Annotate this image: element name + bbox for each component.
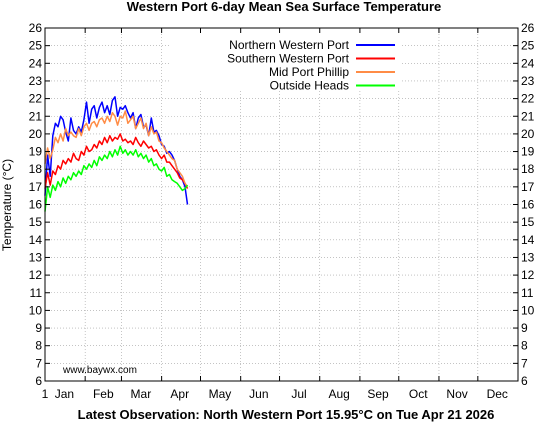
chart-title: Western Port 6-day Mean Sea Surface Temp… <box>127 0 442 14</box>
y-tick-label-right: 24 <box>521 56 535 70</box>
y-tick-label-right: 22 <box>521 92 535 106</box>
y-tick-label-left: 19 <box>29 145 43 159</box>
y-tick-label-right: 6 <box>521 374 528 388</box>
x-tick-label: Jan <box>55 387 74 401</box>
legend-box <box>171 33 400 89</box>
x-tick-label: 1 <box>42 387 49 401</box>
x-tick-label: Jun <box>249 387 268 401</box>
y-tick-label-left: 25 <box>29 39 43 53</box>
y-tick-label-left: 6 <box>35 374 42 388</box>
y-tick-label-left: 23 <box>29 74 43 88</box>
x-tick-label: Nov <box>446 387 467 401</box>
y-tick-label-left: 16 <box>29 198 43 212</box>
y-tick-label-right: 8 <box>521 339 528 353</box>
watermark: www.baywx.com <box>62 365 137 376</box>
y-tick-label-left: 18 <box>29 162 43 176</box>
grid <box>45 28 518 381</box>
y-tick-label-left: 15 <box>29 215 43 229</box>
y-tick-label-left: 21 <box>29 109 43 123</box>
series-layer <box>44 96 189 212</box>
y-tick-label-right: 13 <box>521 250 535 264</box>
y-tick-label-left: 22 <box>29 92 43 106</box>
y-tick-label-left: 11 <box>30 286 43 300</box>
x-tick-label: Apr <box>170 387 189 401</box>
y-tick-label-right: 10 <box>521 303 535 317</box>
y-tick-label-left: 14 <box>29 233 43 247</box>
y-tick-label-right: 23 <box>521 74 535 88</box>
y-tick-label-left: 24 <box>29 56 43 70</box>
y-tick-label-right: 26 <box>521 21 535 35</box>
y-tick-label-right: 9 <box>521 321 528 335</box>
y-tick-label-right: 14 <box>521 233 535 247</box>
x-tick-label: Jul <box>291 387 306 401</box>
series-line-mid-port-phillip <box>44 110 189 188</box>
x-tick-label: Oct <box>409 387 428 401</box>
x-tick-label: Sep <box>367 387 389 401</box>
y-tick-label-right: 17 <box>521 180 535 194</box>
x-tick-label: May <box>209 387 232 401</box>
x-tick-label: Feb <box>93 387 114 401</box>
y-tick-label-left: 26 <box>29 21 43 35</box>
y-tick-label-right: 16 <box>521 198 535 212</box>
legend-label: Outside Heads <box>270 79 349 93</box>
y-tick-label-left: 12 <box>29 268 43 282</box>
x-tick-label: Dec <box>487 387 508 401</box>
y-tick-label-right: 20 <box>521 127 535 141</box>
y-tick-label-left: 10 <box>29 303 43 317</box>
y-tick-label-left: 20 <box>29 127 43 141</box>
y-tick-label-right: 11 <box>521 286 534 300</box>
legend-label: Southern Western Port <box>227 52 350 66</box>
series-line-outside-heads <box>44 145 189 212</box>
y-tick-label-left: 7 <box>35 356 42 370</box>
y-tick-label-left: 9 <box>35 321 42 335</box>
axis-ticks: 6 6 7 7 8 8 9 9 10 10 11 11 12 12 13 13 14 14 15 15 16 16 17 17… <box>29 21 535 401</box>
legend-label: Northern Western Port <box>229 38 349 52</box>
y-tick-label-right: 21 <box>521 109 535 123</box>
y-tick-label-left: 13 <box>29 250 43 264</box>
series-line-southern-western-port <box>44 133 189 189</box>
y-tick-label-right: 15 <box>521 215 535 229</box>
y-axis-label: Temperature (°C) <box>0 159 14 251</box>
x-tick-label: Mar <box>131 387 152 401</box>
latest-observation: Latest Observation: North Western Port 1… <box>78 407 495 422</box>
legend-label: Mid Port Phillip <box>269 65 349 79</box>
x-tick-label: Aug <box>328 387 349 401</box>
y-tick-label-right: 25 <box>521 39 535 53</box>
y-tick-label-right: 7 <box>521 356 528 370</box>
y-tick-label-right: 18 <box>521 162 535 176</box>
y-tick-label-left: 8 <box>35 339 42 353</box>
y-tick-label-left: 17 <box>29 180 43 194</box>
y-tick-label-right: 12 <box>521 268 535 282</box>
y-tick-label-right: 19 <box>521 145 535 159</box>
